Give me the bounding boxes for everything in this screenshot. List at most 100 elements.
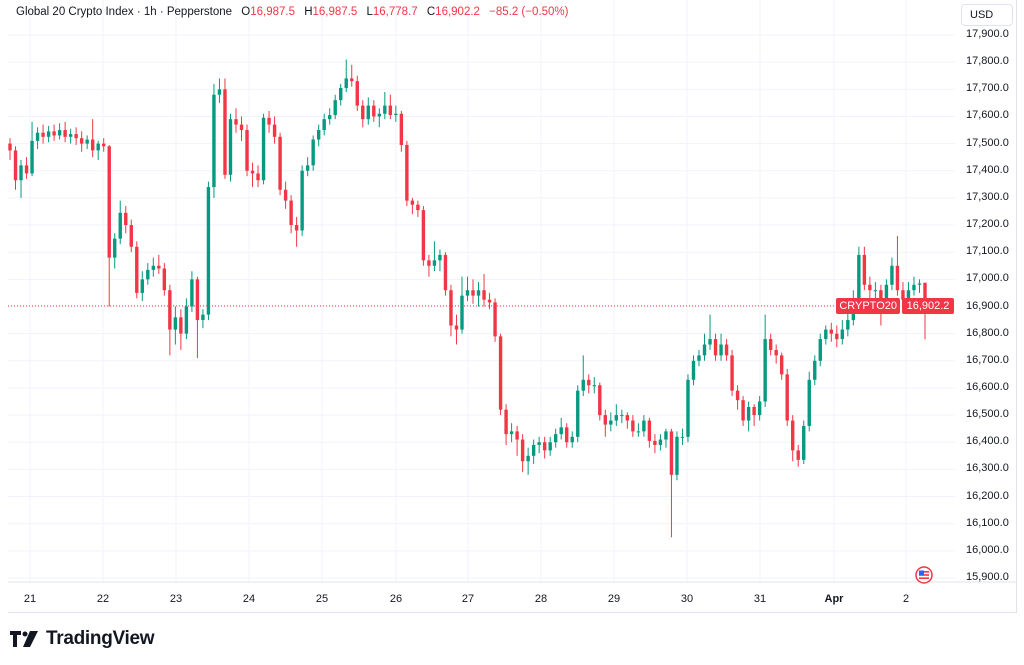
high-label: H <box>304 6 313 18</box>
candle-body <box>559 427 563 435</box>
candle <box>377 108 382 128</box>
candle-body <box>316 130 321 140</box>
candle-body <box>146 269 150 280</box>
candle-body <box>587 379 591 386</box>
price-tick: 16,200.0 <box>966 489 1009 502</box>
candle-body <box>774 349 778 356</box>
candle-body <box>57 130 62 136</box>
candle-body <box>405 144 409 201</box>
candle-body <box>658 439 663 445</box>
candle-body <box>840 329 845 340</box>
candle-body <box>30 140 34 174</box>
candle <box>366 97 370 125</box>
candle <box>443 252 448 296</box>
candle-body <box>482 290 486 300</box>
candle-body <box>857 254 861 300</box>
candle <box>702 333 707 361</box>
candle-body <box>195 279 200 321</box>
candle-body <box>912 284 916 291</box>
candle <box>846 311 850 337</box>
candle-body <box>327 115 332 120</box>
candle-body <box>691 360 696 380</box>
grid <box>8 0 1016 583</box>
candle <box>890 257 894 291</box>
candle-body <box>890 265 894 285</box>
candle-body <box>24 165 29 174</box>
candle <box>862 246 867 291</box>
candle <box>548 436 552 456</box>
candle <box>157 254 161 274</box>
candle-body <box>41 132 45 137</box>
candle-body <box>664 431 668 440</box>
candle <box>250 162 255 188</box>
candle <box>840 320 845 345</box>
candle <box>278 132 282 196</box>
candle-body <box>631 420 635 432</box>
candle <box>570 431 574 448</box>
candle-body <box>807 379 811 426</box>
candle <box>471 279 475 304</box>
candle-body <box>802 425 806 460</box>
time-tick: 30 <box>680 593 694 605</box>
candle <box>234 108 238 133</box>
candle <box>52 124 56 141</box>
price-tick: 17,000.0 <box>966 272 1009 285</box>
tradingview-logo[interactable]: TradingView <box>10 628 155 650</box>
chart-legend: Global 20 Crypto Index · 1h · Pepperston… <box>16 6 568 18</box>
candle-body <box>107 146 111 258</box>
candle <box>675 431 679 481</box>
time-tick: 21 <box>23 593 37 605</box>
candle <box>129 219 133 253</box>
candle-body <box>724 344 729 356</box>
candle-body <box>305 165 310 171</box>
candle <box>785 368 789 426</box>
candle-body <box>173 317 178 330</box>
candlestick-chart[interactable] <box>0 0 1024 612</box>
price-tick: 16,000.0 <box>966 543 1009 556</box>
candle-body <box>653 440 657 445</box>
candle <box>868 276 872 302</box>
symbol-price-label: CRYPTO20 <box>836 297 900 314</box>
candle <box>791 415 795 462</box>
last-price-label: 16,902.2 <box>902 297 954 314</box>
candle <box>223 78 227 179</box>
candle <box>669 428 674 538</box>
candle-body <box>923 282 927 306</box>
candle <box>807 371 811 432</box>
price-tick: 17,300.0 <box>966 190 1009 203</box>
candle <box>713 333 718 361</box>
candle <box>493 298 497 342</box>
candle-body <box>702 344 707 356</box>
candle-body <box>201 314 205 321</box>
candle <box>113 233 117 269</box>
candle-body <box>443 254 448 291</box>
candle-body <box>708 339 712 345</box>
currency-button[interactable]: USD <box>961 4 1013 26</box>
us-flag-icon[interactable] <box>915 566 933 584</box>
candle <box>730 349 734 397</box>
candle-body <box>570 436 574 443</box>
candle <box>79 131 84 152</box>
candle-body <box>813 360 817 380</box>
candle <box>691 355 696 386</box>
candle-body <box>410 200 415 205</box>
candle <box>763 314 767 407</box>
candle <box>201 309 205 329</box>
candle-body <box>239 124 244 131</box>
candle-body <box>421 210 426 261</box>
candle-body <box>113 238 117 258</box>
candle-body <box>35 132 40 141</box>
candle-body <box>372 105 376 117</box>
candle <box>587 374 591 394</box>
open-label: O <box>241 6 251 18</box>
candle <box>719 333 723 361</box>
candle <box>405 140 409 207</box>
candle <box>256 165 260 188</box>
candle-body <box>322 119 326 131</box>
candle <box>565 423 569 448</box>
candle <box>399 111 404 152</box>
candle <box>482 273 486 307</box>
candle <box>24 157 29 179</box>
price-tick: 16,400.0 <box>966 435 1009 448</box>
candle <box>294 216 299 247</box>
